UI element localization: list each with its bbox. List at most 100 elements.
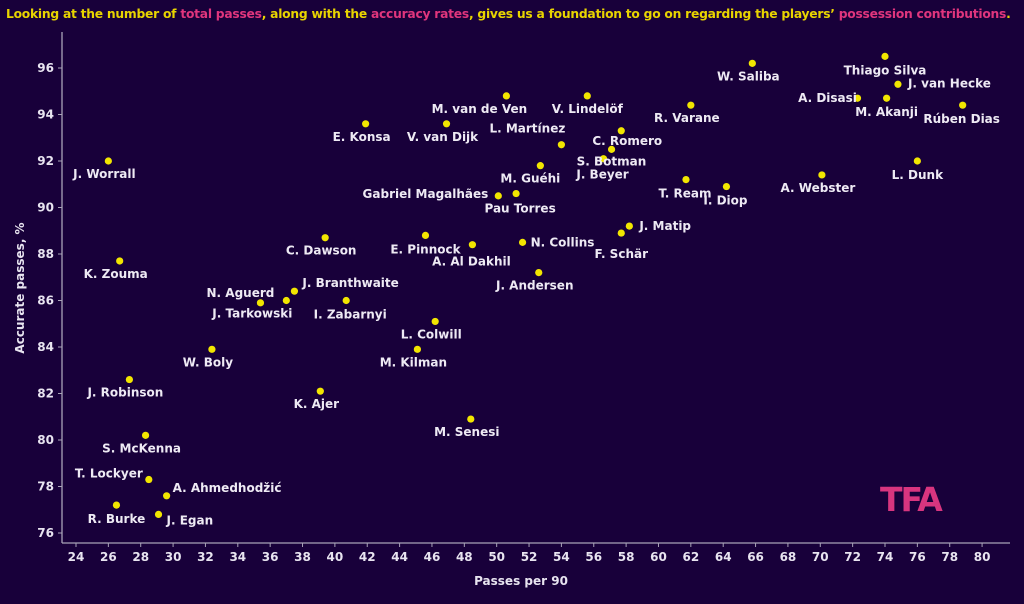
x-axis-label: Passes per 90 xyxy=(474,574,568,588)
point-marker xyxy=(883,94,891,102)
point-marker xyxy=(141,431,150,439)
data-point: E. Pinnock xyxy=(390,231,462,256)
title-highlight: possession contributions xyxy=(838,7,1007,21)
point-marker xyxy=(607,145,616,153)
point-label: S. Botman xyxy=(577,155,647,169)
point-label: Gabriel Magalhães xyxy=(363,187,489,201)
data-point: V. Lindelöf xyxy=(552,92,624,116)
data-point: W. Boly xyxy=(183,345,233,369)
point-marker xyxy=(682,176,690,184)
data-point: F. Schär xyxy=(595,229,649,261)
data-point: M. Senesi xyxy=(434,415,499,439)
data-point: A. Disasi xyxy=(798,91,862,105)
point-label: M. Senesi xyxy=(434,425,499,439)
point-label: J. van Hecke xyxy=(907,76,991,90)
data-point: J. Robinson xyxy=(86,375,163,400)
data-point: J. Worrall xyxy=(72,157,136,181)
point-marker xyxy=(536,162,544,170)
data-point: A. Al Dakhil xyxy=(432,241,511,269)
y-tick-label: 96 xyxy=(37,61,54,75)
point-label: E. Pinnock xyxy=(390,242,461,256)
y-tick-label: 76 xyxy=(37,526,54,540)
data-point: V. van Dijk xyxy=(407,120,479,144)
y-tick-label: 94 xyxy=(37,108,54,122)
point-label: V. van Dijk xyxy=(407,130,479,144)
point-label: I. Diop xyxy=(703,194,748,208)
point-label: V. Lindelöf xyxy=(552,102,624,116)
x-tick-label: 34 xyxy=(229,550,246,564)
x-tick-label: 56 xyxy=(585,550,602,564)
data-point: L. Dunk xyxy=(892,157,944,182)
x-tick-label: 54 xyxy=(553,550,570,564)
point-label: T. Lockyer xyxy=(75,467,143,481)
points: J. Worrall K. Zouma J. Robinson S. McKenna T… xyxy=(72,52,1000,527)
x-tick-label: 44 xyxy=(391,550,408,564)
point-label: W. Saliba xyxy=(717,69,780,83)
point-marker xyxy=(748,59,756,67)
data-point: J. Tarkowski xyxy=(211,296,292,321)
x-tick-label: 76 xyxy=(909,550,926,564)
point-marker xyxy=(208,345,216,353)
x-tick-label: 58 xyxy=(618,550,635,564)
data-point: Pau Torres xyxy=(484,189,556,216)
point-label: L. Dunk xyxy=(892,168,944,182)
data-point: Rúben Dias xyxy=(923,101,1000,126)
x-tick-label: 68 xyxy=(780,550,797,564)
point-label: A. Webster xyxy=(781,181,856,195)
point-marker xyxy=(282,296,290,305)
point-label: A. Al Dakhil xyxy=(432,255,511,269)
point-label: K. Zouma xyxy=(84,267,148,281)
point-marker xyxy=(502,92,510,100)
data-point: N. Aguerd xyxy=(207,286,274,307)
point-marker xyxy=(687,101,695,109)
point-marker xyxy=(290,287,299,295)
data-point: M. van de Ven xyxy=(432,92,527,116)
x-tick-label: 60 xyxy=(650,550,667,564)
point-label: J. Branthwaite xyxy=(301,276,398,290)
data-point: C. Dawson xyxy=(286,234,357,258)
title-text: Looking at the number of xyxy=(6,7,181,21)
data-point: S. Botman xyxy=(577,155,647,169)
x-tick-label: 32 xyxy=(197,550,214,564)
x-tick-label: 26 xyxy=(100,550,117,564)
title-text: , along with the xyxy=(261,7,371,21)
point-marker xyxy=(154,510,163,518)
point-label: M. Akanji xyxy=(855,105,918,119)
point-label: L. Martínez xyxy=(489,122,565,136)
data-point: E. Konsa xyxy=(333,120,391,144)
x-tick-label: 64 xyxy=(715,550,732,564)
x-tick-label: 72 xyxy=(844,550,861,564)
data-point: R. Burke xyxy=(88,501,145,526)
point-marker xyxy=(467,415,475,423)
data-point: A. Webster xyxy=(781,171,856,195)
data-point: R. Varane xyxy=(654,101,720,125)
point-marker xyxy=(116,257,124,265)
point-label: F. Schär xyxy=(595,247,649,261)
point-label: W. Boly xyxy=(183,355,233,369)
data-point: N. Collins xyxy=(518,235,594,249)
y-tick-label: 90 xyxy=(37,201,54,215)
point-marker xyxy=(104,157,112,165)
data-point: I. Zabarnyi xyxy=(314,296,387,322)
data-point: L. Colwill xyxy=(401,317,462,341)
point-marker xyxy=(125,375,133,384)
point-label: J. Tarkowski xyxy=(211,307,292,321)
data-point: T. Lockyer xyxy=(75,467,153,484)
point-label: C. Dawson xyxy=(286,244,357,258)
point-marker xyxy=(959,101,967,109)
point-marker xyxy=(535,269,543,277)
data-point: S. McKenna xyxy=(102,431,181,455)
axes: 24 26 28 30 32 34 36 38 40 42 44 46 48 50 52 54 56 58 60 62… xyxy=(37,32,1010,564)
point-marker xyxy=(518,238,527,246)
data-point: T. Ream xyxy=(658,176,712,201)
y-tick-label: 84 xyxy=(37,340,54,354)
point-marker xyxy=(818,171,826,179)
data-point: W. Saliba xyxy=(717,59,780,83)
x-tick-label: 66 xyxy=(747,550,764,564)
data-point: K. Zouma xyxy=(84,257,148,281)
point-label: K. Ajer xyxy=(294,397,340,411)
point-marker xyxy=(894,80,902,88)
point-marker xyxy=(145,475,153,484)
x-tick-label: 46 xyxy=(424,550,441,564)
